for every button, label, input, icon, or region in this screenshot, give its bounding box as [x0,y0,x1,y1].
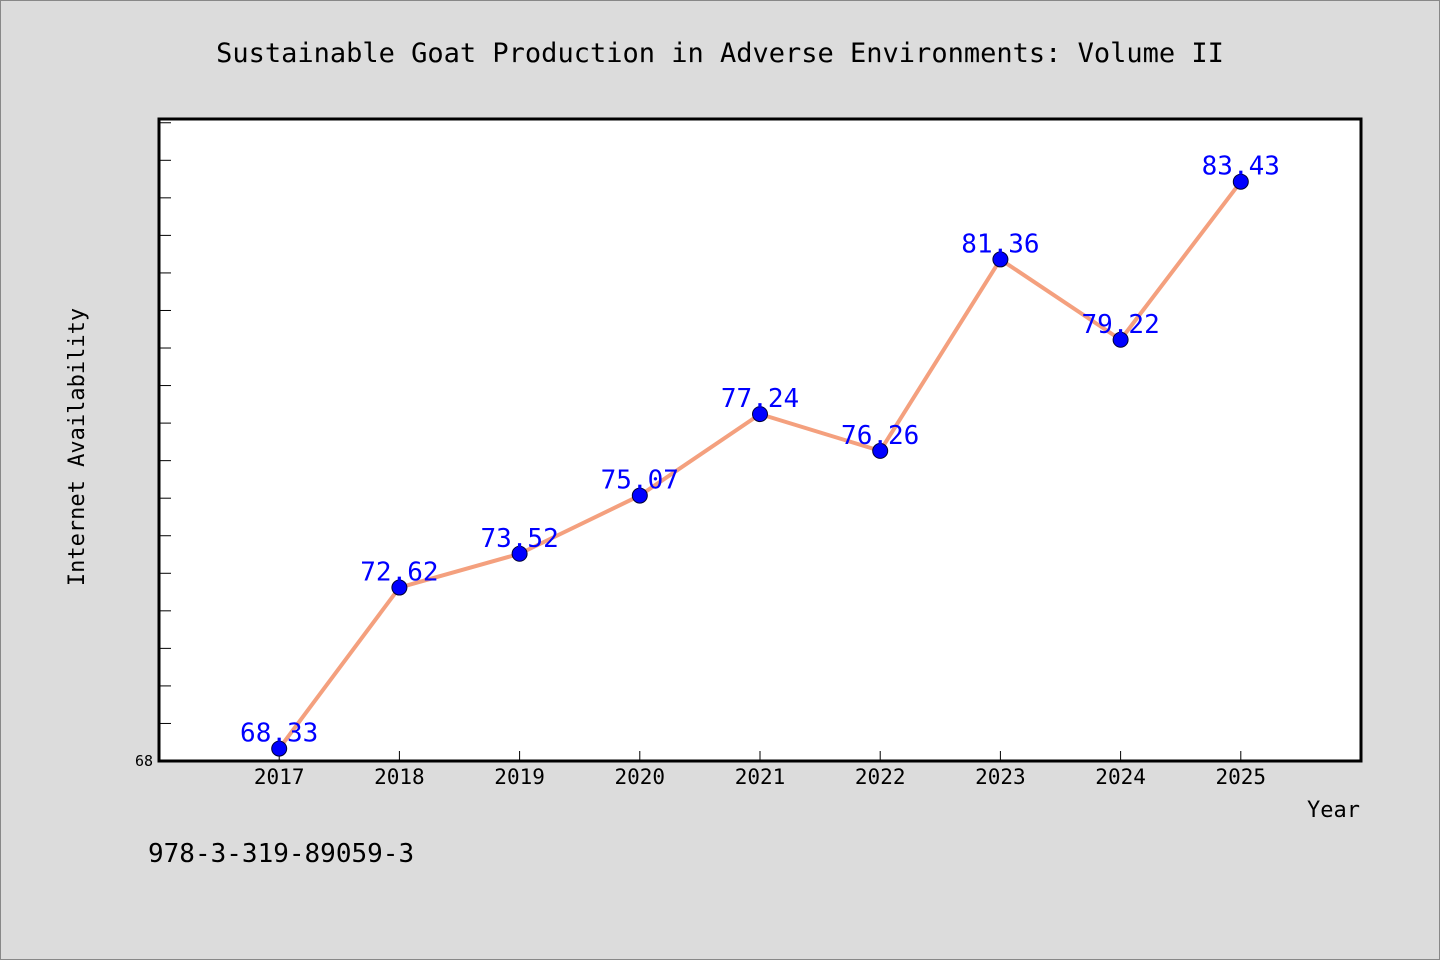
x-axis-ticks: 2017 2018 2019 2020 2021 2022 2023 2024 2025 [158,751,1267,789]
x-tick-label: 2023 [975,765,1026,789]
x-tick-label: 2019 [494,765,545,789]
x-tick-label: 2024 [1095,765,1146,789]
data-point [271,740,288,757]
y-axis-label: Internet Availability [65,308,90,586]
data-point [511,545,528,562]
x-tick-label: 2020 [615,765,666,789]
data-point [391,579,408,596]
data-label: 68.33 [240,719,318,749]
data-point [992,251,1009,268]
y-axis-ticks: 68 [135,122,171,770]
chart-title: Sustainable Goat Production in Adverse E… [216,38,1224,69]
x-tick-label: 2022 [855,765,906,789]
data-point [1232,173,1249,190]
data-label: 81.36 [961,229,1039,259]
y-tick-label: 68 [135,752,153,770]
data-point [752,406,768,423]
data-label: 76.26 [841,421,919,451]
series-layer: 68.33 72.62 73.52 75.07 77.24 76.26 81.36 79.22… [240,152,1280,757]
data-point [1112,331,1129,348]
plot-area [157,117,1363,763]
data-point [872,442,889,459]
x-tick-label: 2018 [374,765,425,789]
data-point [631,487,648,504]
isbn-text: 978-3-319-89059-3 [148,839,414,869]
data-label: 72.62 [360,558,438,588]
x-tick-label: 2021 [735,765,786,789]
x-axis-label: Year [1307,798,1360,823]
data-label: 75.07 [601,466,679,496]
data-label: 79.22 [1081,310,1159,340]
x-tick-label: 2017 [254,765,305,789]
data-label: 83.43 [1202,152,1280,182]
x-tick-label: 2025 [1216,765,1267,789]
data-label: 77.24 [721,384,799,414]
data-label: 73.52 [480,524,558,554]
